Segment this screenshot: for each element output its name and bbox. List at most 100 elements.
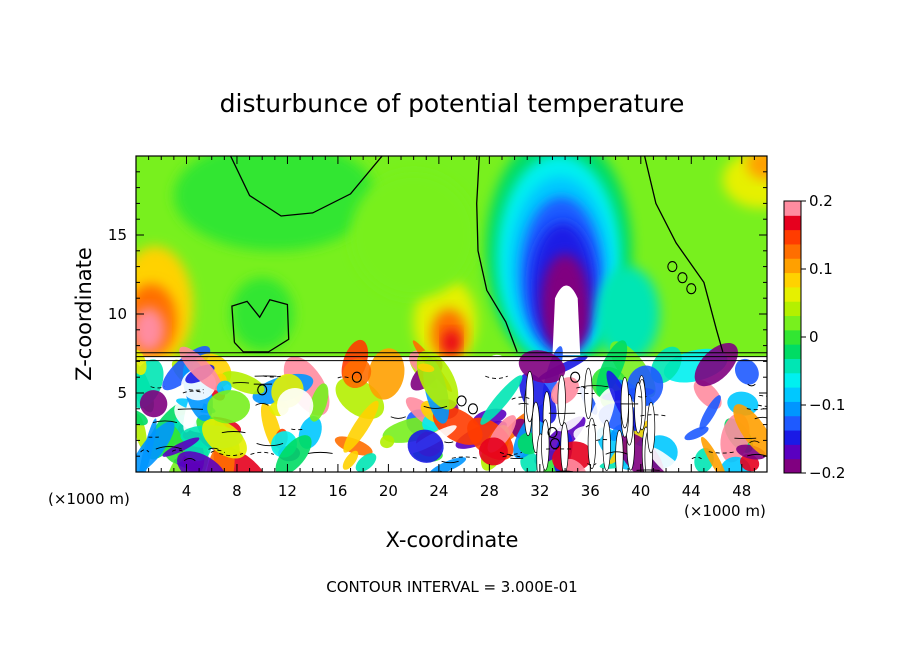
x-tick-label: 4: [182, 482, 192, 500]
field-patch: [162, 437, 200, 457]
y-tick-label: 5: [117, 384, 127, 402]
x-tick-label: 40: [631, 482, 650, 500]
contour-lines: [136, 156, 767, 472]
field-patch: [275, 435, 312, 472]
field-patch: [139, 390, 168, 418]
contour-line: [596, 439, 611, 441]
colorbar-swatch: [784, 387, 801, 402]
field-patch: [309, 383, 329, 422]
colorbar-tick-label: 0.2: [809, 192, 833, 210]
field-patch: [343, 400, 379, 453]
contour-line: [581, 385, 609, 388]
contour-line: [256, 443, 284, 447]
contour-label-o: [351, 371, 362, 383]
field-patch: [177, 451, 227, 472]
contour-line: [499, 451, 523, 455]
field-patch: [442, 329, 461, 356]
contour-label-o: [547, 426, 558, 439]
field-patch: [700, 436, 727, 472]
contour-line: [511, 396, 532, 400]
x-tick-label: 24: [429, 482, 448, 500]
contour-line: [232, 382, 250, 384]
field-patch: [560, 422, 569, 472]
unshaded-core: [552, 285, 581, 356]
contour-line: [747, 383, 756, 387]
contour-line: [250, 451, 274, 455]
contour-line: [444, 441, 454, 444]
colorbar-swatch: [784, 401, 801, 417]
contour-line: [231, 299, 290, 353]
contour-line: [210, 449, 225, 453]
contour-line: [754, 416, 767, 420]
contour-line: [337, 376, 350, 379]
contour-line: [255, 402, 269, 406]
field-patch: [564, 458, 587, 472]
contour-line: [230, 156, 383, 217]
contour-line: [502, 455, 521, 458]
x-tick-label: 12: [278, 482, 297, 500]
contour-line: [746, 408, 765, 411]
colorbar-swatch: [784, 258, 801, 274]
contour-line: [576, 386, 587, 389]
colorbar-tick-label: 0: [809, 328, 819, 346]
y-axis-label: Z-coordinate: [72, 247, 96, 381]
lower-field: [136, 339, 767, 472]
field-patch: [342, 450, 359, 470]
field-patch: [173, 156, 376, 251]
field-patch: [407, 429, 444, 463]
x-tick-label: 8: [232, 482, 242, 500]
field-patch: [136, 421, 175, 472]
field-patch: [525, 370, 534, 423]
colorbar-swatch: [784, 272, 801, 288]
field-patch: [520, 451, 540, 472]
field-patch: [136, 307, 166, 352]
contour-interval-note: CONTOUR INTERVAL = 3.000E-01: [326, 578, 577, 596]
colorbar-swatch: [784, 344, 801, 359]
field-patch: [541, 419, 550, 471]
x-tick-label: 16: [328, 482, 347, 500]
field-patch: [417, 363, 435, 373]
contour-line: [757, 404, 767, 407]
field-patch: [620, 377, 629, 429]
colorbar: 0.2 0.1 0 −0.1 −0.2: [783, 192, 845, 482]
field-patch: [596, 340, 628, 397]
y-tick-label: 15: [108, 226, 127, 244]
colorbar-tick-label: −0.1: [809, 396, 845, 414]
contour-line: [518, 402, 529, 405]
colorbar-swatch: [784, 286, 801, 302]
x-tick-label: 32: [530, 482, 549, 500]
field-patch: [587, 417, 596, 469]
field-patch: [694, 342, 738, 387]
field-patch: [557, 374, 566, 427]
contour-label-o: [570, 371, 581, 383]
field-patch: [647, 446, 698, 472]
contour-label-o: [686, 283, 697, 295]
field-patch: [480, 375, 523, 425]
colorbar-swatch: [784, 372, 801, 388]
contour-line: [390, 416, 406, 419]
x-tick-label: 20: [379, 482, 398, 500]
contour-line: [423, 405, 448, 409]
contour-label-o: [257, 384, 268, 396]
colorbar-tick-label: −0.2: [809, 464, 845, 482]
field-patch: [179, 346, 222, 391]
x-tick-label: 44: [682, 482, 701, 500]
colorbar-swatch: [784, 201, 801, 216]
contour-label-o: [456, 395, 467, 407]
contour-line: [691, 456, 702, 460]
field-patch: [355, 453, 377, 472]
x-unit-label-left: (×1000 m): [48, 490, 130, 508]
field-patch: [277, 387, 314, 424]
y-axis: 5 10 15: [108, 171, 767, 457]
contour-line: [150, 386, 165, 389]
contour-line: [587, 463, 597, 466]
field-patch: [596, 266, 660, 362]
contour-line: [183, 458, 196, 462]
colorbar-swatch: [784, 243, 801, 259]
field-patch: [380, 435, 395, 449]
field-patch: [207, 390, 251, 424]
colorbar-swatch: [784, 358, 801, 374]
contour-label-o: [549, 438, 561, 450]
field-patch: [733, 404, 767, 458]
